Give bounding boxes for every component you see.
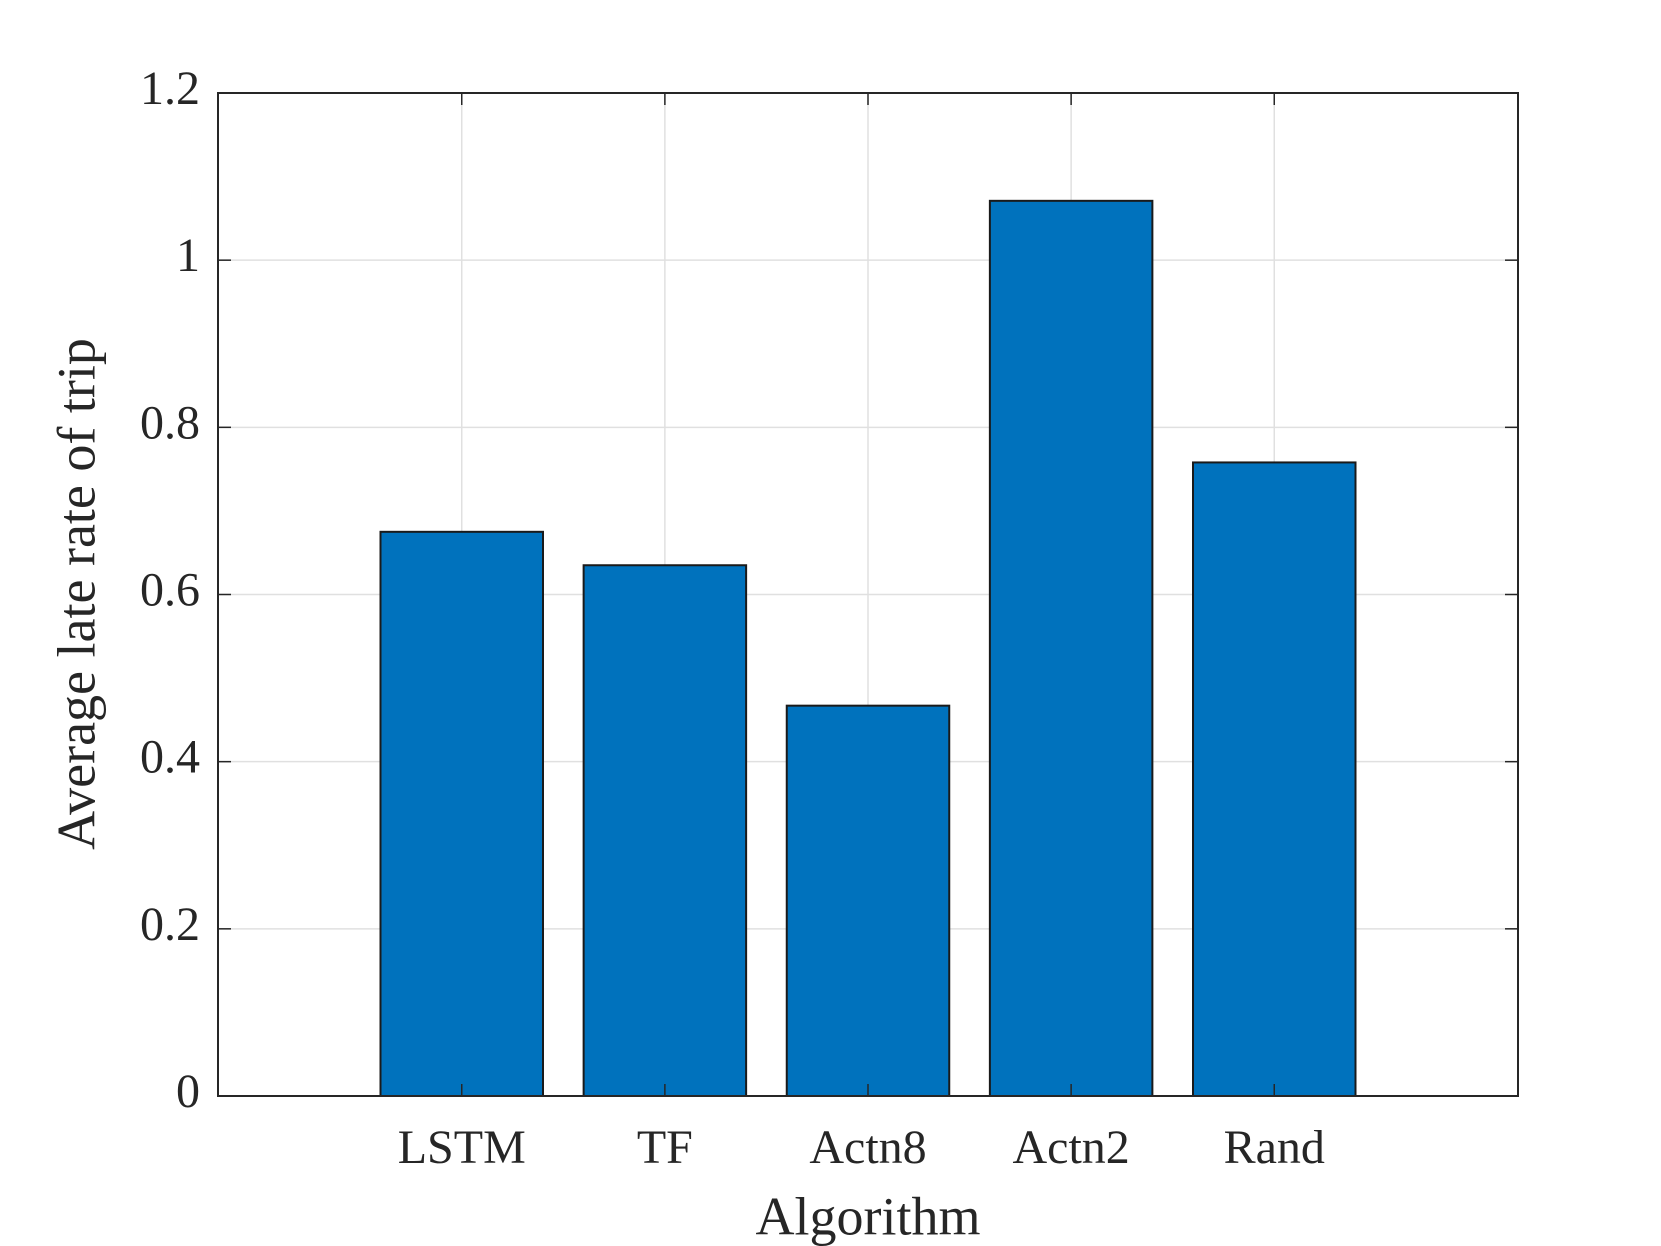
bar xyxy=(582,564,748,1097)
y-tick-label: 1 xyxy=(176,229,200,282)
bar xyxy=(988,199,1154,1097)
x-tick-label: TF xyxy=(637,1121,693,1174)
y-tick-label: 0.8 xyxy=(140,396,200,449)
y-tick-label: 0 xyxy=(176,1065,200,1118)
y-tick-label: 0.2 xyxy=(140,898,200,951)
x-tick-label: Actn2 xyxy=(1012,1121,1129,1174)
x-tick-label: Actn8 xyxy=(809,1121,926,1174)
y-axis-label: Average late rate of trip xyxy=(46,338,106,850)
bar xyxy=(379,530,544,1097)
x-tick-label: LSTM xyxy=(398,1121,526,1174)
y-tick-label: 0.6 xyxy=(140,564,200,617)
bar xyxy=(785,704,951,1097)
x-axis-label: Algorithm xyxy=(756,1186,981,1246)
y-tick-label: 0.4 xyxy=(140,731,200,784)
axes-box xyxy=(217,92,1519,1097)
bar xyxy=(1192,461,1357,1097)
x-tick-label: Rand xyxy=(1224,1121,1325,1174)
y-tick-label: 1.2 xyxy=(140,62,200,115)
